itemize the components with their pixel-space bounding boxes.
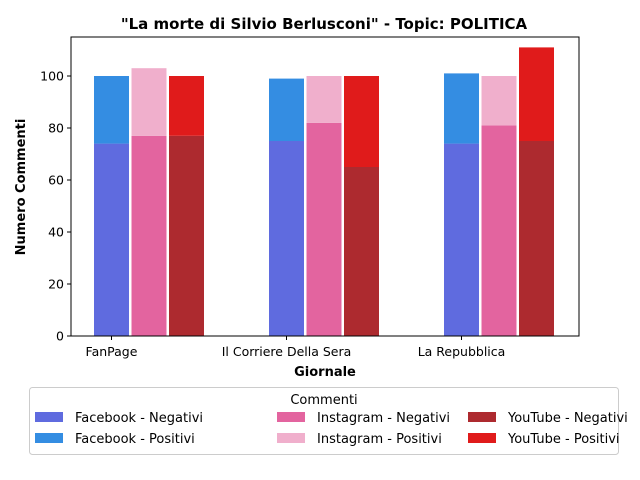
x-axis: FanPage Il Corriere Della Sera La Repubbli… bbox=[86, 336, 506, 359]
bar-youtube-positivi-il-corriere-della-sera bbox=[344, 76, 379, 167]
bar-youtube-positivi-fanpage bbox=[169, 76, 204, 136]
legend: Commenti Facebook - Negativi Facebook - P… bbox=[29, 387, 628, 455]
legend-label-youtube-positivi: YouTube - Positivi bbox=[507, 432, 620, 447]
plot-frame bbox=[70, 36, 580, 337]
legend-label-instagram-negativi: Instagram - Negativi bbox=[317, 411, 450, 426]
y-axis-label: Numero Commenti bbox=[14, 119, 29, 256]
bar-youtube-negativi-la-repubblica bbox=[519, 141, 554, 336]
y-tick-label: 100 bbox=[40, 69, 64, 84]
y-tick-label: 0 bbox=[56, 329, 64, 344]
bar-youtube-positivi-la-repubblica bbox=[519, 47, 554, 141]
bar-instagram-positivi-il-corriere-della-sera bbox=[306, 76, 342, 123]
bar-instagram-negativi-il-corriere-della-sera bbox=[306, 122, 342, 336]
legend-swatch-facebook-negativi bbox=[35, 412, 63, 422]
x-tick-label: FanPage bbox=[86, 344, 138, 359]
legend-label-instagram-positivi: Instagram - Positivi bbox=[317, 432, 442, 447]
x-tick-label: La Repubblica bbox=[418, 344, 506, 359]
legend-swatch-youtube-negativi bbox=[468, 412, 496, 422]
legend-swatch-instagram-positivi bbox=[277, 433, 305, 443]
bar-instagram-negativi-fanpage bbox=[131, 135, 167, 336]
y-tick-label: 40 bbox=[48, 225, 64, 240]
bar-instagram-positivi-la-repubblica bbox=[481, 76, 517, 126]
bar-facebook-negativi-fanpage bbox=[94, 143, 129, 336]
bar-youtube-negativi-il-corriere-della-sera bbox=[344, 167, 379, 336]
bar-youtube-negativi-fanpage bbox=[169, 135, 204, 336]
bar-facebook-positivi-fanpage bbox=[94, 76, 129, 144]
x-axis-label: Giornale bbox=[294, 365, 356, 380]
legend-swatch-facebook-positivi bbox=[35, 433, 63, 443]
bar-facebook-negativi-il-corriere-della-sera bbox=[269, 141, 304, 336]
bar-facebook-positivi-la-repubblica bbox=[444, 73, 479, 144]
legend-label-facebook-negativi: Facebook - Negativi bbox=[75, 411, 203, 426]
legend-title: Commenti bbox=[290, 393, 357, 408]
y-tick-label: 60 bbox=[48, 173, 64, 188]
legend-swatch-youtube-positivi bbox=[468, 433, 496, 443]
y-tick-label: 80 bbox=[48, 121, 64, 136]
legend-label-youtube-negativi: YouTube - Negativi bbox=[507, 411, 628, 426]
y-axis: 0 20 40 60 80 100 bbox=[40, 69, 71, 344]
legend-label-facebook-positivi: Facebook - Positivi bbox=[75, 432, 195, 447]
bars-layer bbox=[94, 47, 554, 337]
bar-facebook-negativi-la-repubblica bbox=[444, 143, 479, 336]
bar-instagram-positivi-fanpage bbox=[131, 68, 167, 136]
chart-title: "La morte di Silvio Berlusconi" - Topic:… bbox=[121, 15, 528, 33]
bar-instagram-negativi-la-repubblica bbox=[481, 125, 517, 337]
x-tick-label: Il Corriere Della Sera bbox=[222, 344, 352, 359]
bar-facebook-positivi-il-corriere-della-sera bbox=[269, 78, 304, 141]
legend-swatch-instagram-negativi bbox=[277, 412, 305, 422]
y-tick-label: 20 bbox=[48, 277, 64, 292]
